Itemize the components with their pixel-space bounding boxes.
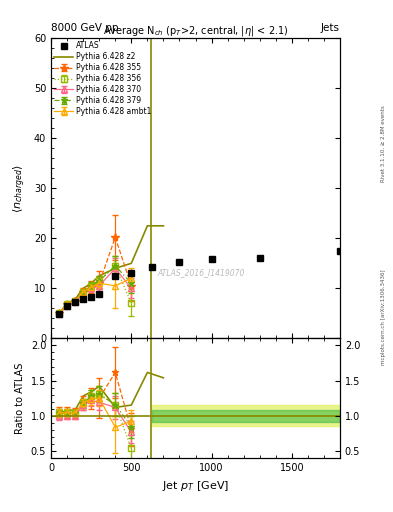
Title: Average N$_{ch}$ (p$_T$>2, central, |$\eta$| < 2.1): Average N$_{ch}$ (p$_T$>2, central, |$\e… bbox=[103, 25, 288, 38]
Line: Pythia 6.428 z2: Pythia 6.428 z2 bbox=[59, 226, 163, 313]
Pythia 6.428 z2 bbox=[81, 285, 86, 291]
Pythia 6.428 z2 bbox=[73, 296, 77, 303]
X-axis label: Jet $p_T$ [GeV]: Jet $p_T$ [GeV] bbox=[162, 479, 229, 493]
Text: mcplots.cern.ch [arXiv:1306.3436]: mcplots.cern.ch [arXiv:1306.3436] bbox=[381, 270, 386, 365]
ATLAS bbox=[65, 303, 70, 309]
ATLAS bbox=[89, 294, 94, 301]
Text: 8000 GeV pp: 8000 GeV pp bbox=[51, 23, 119, 33]
Pythia 6.428 z2 bbox=[129, 260, 134, 266]
Text: Rivet 3.1.10, ≥ 2.8M events: Rivet 3.1.10, ≥ 2.8M events bbox=[381, 105, 386, 182]
Legend: ATLAS, Pythia 6.428 z2, Pythia 6.428 355, Pythia 6.428 356, Pythia 6.428 370, Py: ATLAS, Pythia 6.428 z2, Pythia 6.428 355… bbox=[53, 40, 153, 117]
ATLAS bbox=[73, 299, 77, 305]
ATLAS bbox=[57, 311, 61, 317]
Pythia 6.428 z2 bbox=[97, 273, 102, 279]
Pythia 6.428 z2 bbox=[113, 265, 118, 271]
ATLAS bbox=[81, 296, 86, 303]
ATLAS bbox=[97, 291, 102, 297]
Text: Jets: Jets bbox=[321, 23, 340, 33]
ATLAS bbox=[129, 270, 134, 276]
Pythia 6.428 z2 bbox=[145, 223, 150, 229]
Pythia 6.428 z2 bbox=[57, 310, 61, 316]
Line: ATLAS: ATLAS bbox=[56, 247, 343, 318]
ATLAS bbox=[209, 256, 214, 262]
Pythia 6.428 z2 bbox=[89, 280, 94, 286]
Pythia 6.428 z2 bbox=[161, 223, 166, 229]
ATLAS bbox=[113, 273, 118, 279]
Text: ATLAS_2016_I1419070: ATLAS_2016_I1419070 bbox=[158, 268, 245, 277]
ATLAS bbox=[338, 248, 342, 254]
Y-axis label: $\langle n_{charged} \rangle$: $\langle n_{charged} \rangle$ bbox=[12, 164, 28, 213]
Y-axis label: Ratio to ATLAS: Ratio to ATLAS bbox=[15, 362, 25, 434]
ATLAS bbox=[177, 259, 182, 265]
ATLAS bbox=[257, 255, 262, 261]
ATLAS bbox=[150, 264, 154, 270]
Pythia 6.428 z2 bbox=[65, 300, 70, 306]
